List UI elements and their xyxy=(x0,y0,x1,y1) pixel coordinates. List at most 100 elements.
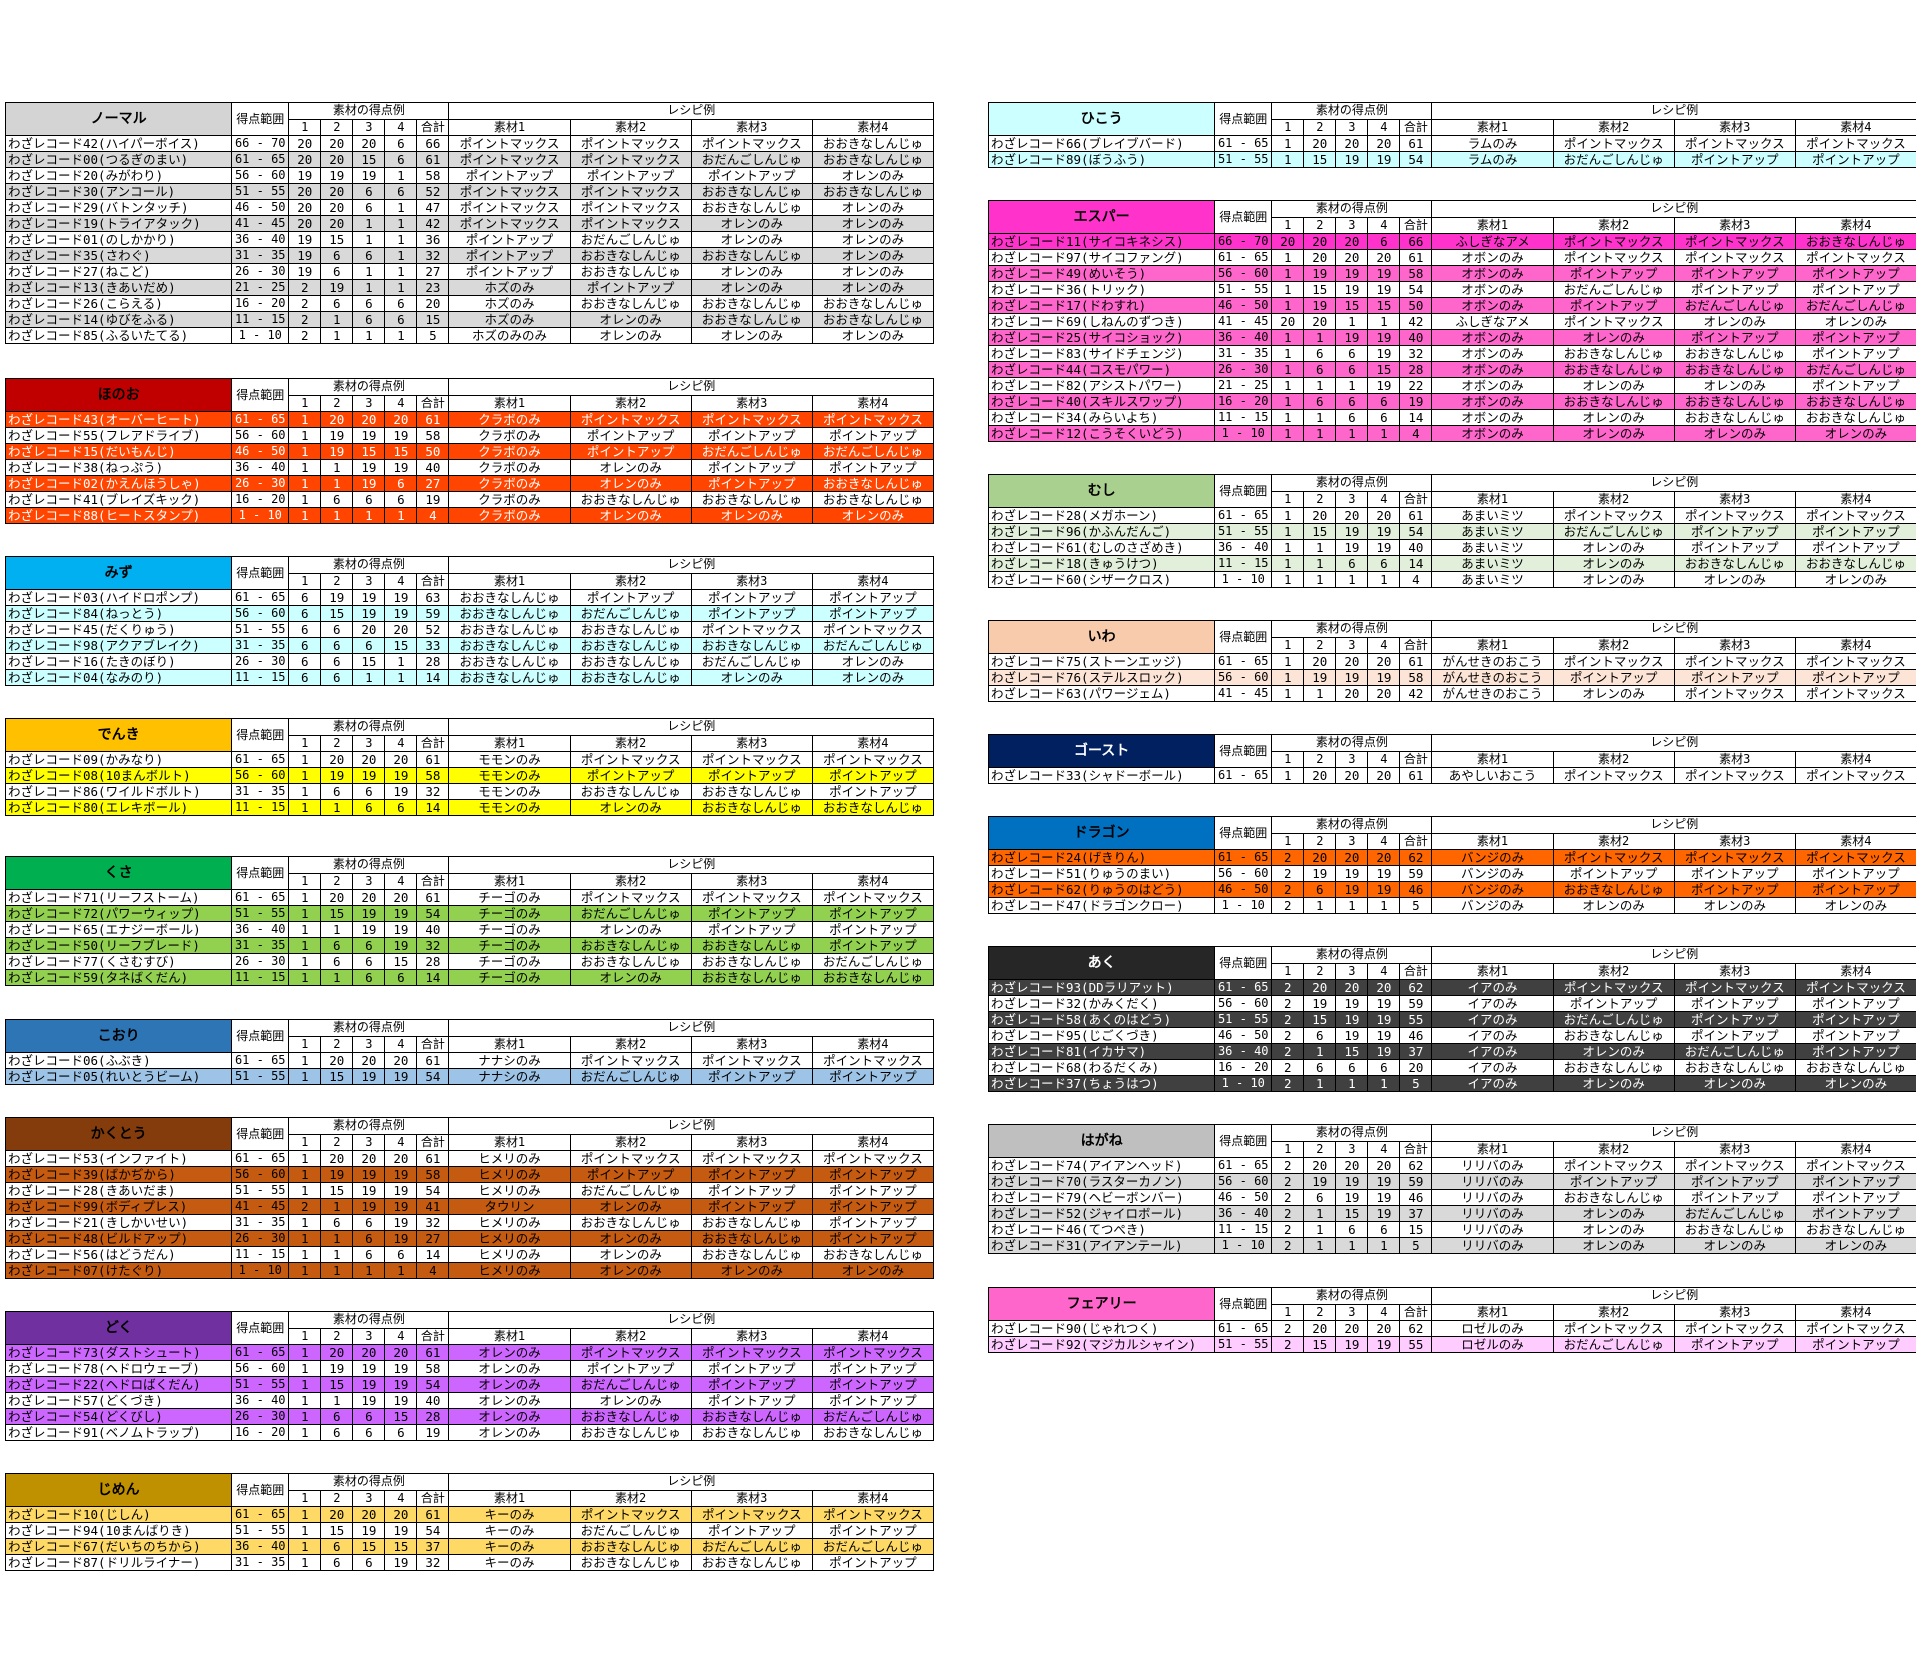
material-3: ポイントアップ xyxy=(1673,1189,1796,1206)
move-row: わざレコード56(はどうだん) 11 - 15 1 1 6 6 14 ヒメリのみ オレンのみ おお… xyxy=(4,1246,935,1263)
move-name: わざレコード47(ドラゴンクロー) xyxy=(987,897,1216,914)
header-row-2: 1 2 3 4 合計 素材1 素材2 素材3 素材4 xyxy=(989,216,1916,234)
score-2: 1 xyxy=(320,459,354,476)
material-2: おおきなしんじゅ xyxy=(1552,345,1675,362)
total-header: 合計 xyxy=(416,1035,450,1053)
material-2: おだんごしんじゅ xyxy=(569,1376,692,1393)
score-1: 1 xyxy=(288,1246,322,1263)
score-total: 62 xyxy=(1399,979,1433,996)
score-range: 16 - 20 xyxy=(231,1424,290,1441)
material-2: ポイントマックス xyxy=(569,411,692,428)
material-2: オレンのみ xyxy=(1552,1075,1675,1092)
score-4: 19 xyxy=(1367,329,1401,346)
material-header: 素材1 xyxy=(448,734,571,752)
material-4: おだんごしんじゅ xyxy=(811,443,935,460)
material-2: おおきなしんじゅ xyxy=(569,491,692,508)
score-2: 19 xyxy=(1303,265,1337,282)
move-name: わざレコード38(ねっぷう) xyxy=(4,459,233,476)
score-range: 51 - 55 xyxy=(231,1522,290,1539)
material-header: 素材3 xyxy=(1673,832,1796,850)
material-2: おおきなしんじゅ xyxy=(569,1538,692,1555)
score-2: 20 xyxy=(1303,135,1337,152)
material-1: クラボのみ xyxy=(448,443,571,460)
num-header: 3 xyxy=(352,572,386,590)
material-2: ポイントマックス xyxy=(1552,849,1675,866)
score-3: 19 xyxy=(352,905,386,922)
header-row-1: どく 得点範囲 素材の得点例 レシピ例 xyxy=(4,1311,934,1345)
num-header: 3 xyxy=(352,872,386,890)
score-range: 46 - 50 xyxy=(1214,1027,1273,1044)
material-header: 素材3 xyxy=(690,572,813,590)
score-total: 4 xyxy=(416,507,450,524)
score-total: 27 xyxy=(416,475,450,492)
move-name: わざレコード72(パワーウィップ) xyxy=(4,905,233,922)
material-3: ポイントアップ xyxy=(690,921,813,938)
score-3: 20 xyxy=(1335,767,1369,784)
score-range: 61 - 65 xyxy=(231,1150,290,1167)
move-name: わざレコード89(ぼうふう) xyxy=(987,151,1216,168)
move-name: わざレコード81(イカサマ) xyxy=(987,1043,1216,1060)
score-4: 20 xyxy=(1367,653,1401,670)
score-2: 19 xyxy=(1303,995,1337,1012)
material-4: ポイントアップ xyxy=(1794,523,1916,540)
score-1: 1 xyxy=(1271,135,1305,152)
material-4: ポイントアップ xyxy=(1794,865,1916,882)
score-4: 1 xyxy=(384,247,418,264)
score-3: 1 xyxy=(1335,313,1369,330)
score-range: 26 - 30 xyxy=(231,1230,290,1247)
material-2: おだんごしんじゅ xyxy=(569,231,692,248)
type-table-normal: ノーマル 得点範囲 素材の得点例 レシピ例 1 2 3 4 合計 素材1 素材2… xyxy=(4,102,935,344)
material-2: オレンのみ xyxy=(1552,897,1675,914)
material-2: ポイントマックス xyxy=(1552,1157,1675,1174)
recipe-example-header: レシピ例 xyxy=(1431,102,1916,120)
material-4: ポイントアップ xyxy=(811,1214,935,1231)
score-3: 1 xyxy=(1335,425,1369,442)
header-row-1: むし 得点範囲 素材の得点例 レシピ例 xyxy=(987,474,1916,508)
move-name: わざレコード71(リーフストーム) xyxy=(4,889,233,906)
material-4: おだんごしんじゅ xyxy=(811,1408,935,1425)
move-name: わざレコード91(ベノムトラップ) xyxy=(4,1424,233,1441)
material-3: おおきなしんじゅ xyxy=(690,1230,813,1247)
score-range: 31 - 35 xyxy=(231,247,290,264)
range-header: 得点範囲 xyxy=(231,718,290,752)
score-1: 1 xyxy=(288,767,322,784)
score-total: 61 xyxy=(416,411,450,428)
score-2: 6 xyxy=(1303,361,1337,378)
score-2: 1 xyxy=(320,1392,354,1409)
move-row: わざレコード65(エナジーボール) 36 - 40 1 1 19 19 40 チーゴのみ オレン… xyxy=(4,921,935,938)
score-total: 46 xyxy=(1399,881,1433,898)
type-table-fighting: かくとう 得点範囲 素材の得点例 レシピ例 1 2 3 4 合計 素材1 素材2… xyxy=(4,1117,935,1279)
material-3: オレンのみ xyxy=(690,507,813,524)
score-range: 11 - 15 xyxy=(1214,409,1273,426)
move-row: わざレコード75(ストーンエッジ) 61 - 65 1 20 20 20 61 がんせきのおこ… xyxy=(987,653,1916,670)
material-header: 素材2 xyxy=(1552,750,1675,768)
move-row: わざレコード00(つるぎのまい) 61 - 65 20 20 15 6 61 ポイントマックス… xyxy=(4,151,935,168)
move-name: わざレコード97(サイコファング) xyxy=(987,249,1216,266)
score-3: 19 xyxy=(1335,1173,1369,1190)
score-range: 56 - 60 xyxy=(1214,265,1273,282)
type-table-fire: ほのお 得点範囲 素材の得点例 レシピ例 1 2 3 4 合計 素材1 素材2 … xyxy=(4,378,935,524)
header-row-2: 1 2 3 4 合計 素材1 素材2 素材3 素材4 xyxy=(989,118,1916,136)
score-1: 6 xyxy=(288,589,322,606)
score-3: 6 xyxy=(352,637,386,654)
material-4: ポイントアップ xyxy=(811,937,935,954)
move-name: わざレコード88(ヒートスタンプ) xyxy=(4,507,233,524)
recipe-example-header: レシピ例 xyxy=(1431,734,1916,752)
material-2: ポイントマックス xyxy=(569,151,692,168)
material-1: オボンのみ xyxy=(1431,345,1554,362)
score-4: 1 xyxy=(384,507,418,524)
move-name: わざレコード49(めいそう) xyxy=(987,265,1216,282)
score-4: 19 xyxy=(384,1068,418,1085)
type-table-ice: こおり 得点範囲 素材の得点例 レシピ例 1 2 3 4 合計 素材1 素材2 … xyxy=(4,1019,935,1085)
score-4: 1 xyxy=(384,669,418,686)
material-2: オレンのみ xyxy=(569,1230,692,1247)
num-header: 4 xyxy=(1367,636,1401,654)
move-name: わざレコード32(かみくだく) xyxy=(987,995,1216,1012)
score-2: 1 xyxy=(1303,685,1337,702)
score-1: 20 xyxy=(288,135,322,152)
score-total: 61 xyxy=(416,1506,450,1523)
move-name: わざレコード05(れいとうビーム) xyxy=(4,1068,233,1085)
move-name: わざレコード96(かふんだんご) xyxy=(987,523,1216,540)
material-3: ポイントアップ xyxy=(690,767,813,784)
score-total: 32 xyxy=(416,247,450,264)
